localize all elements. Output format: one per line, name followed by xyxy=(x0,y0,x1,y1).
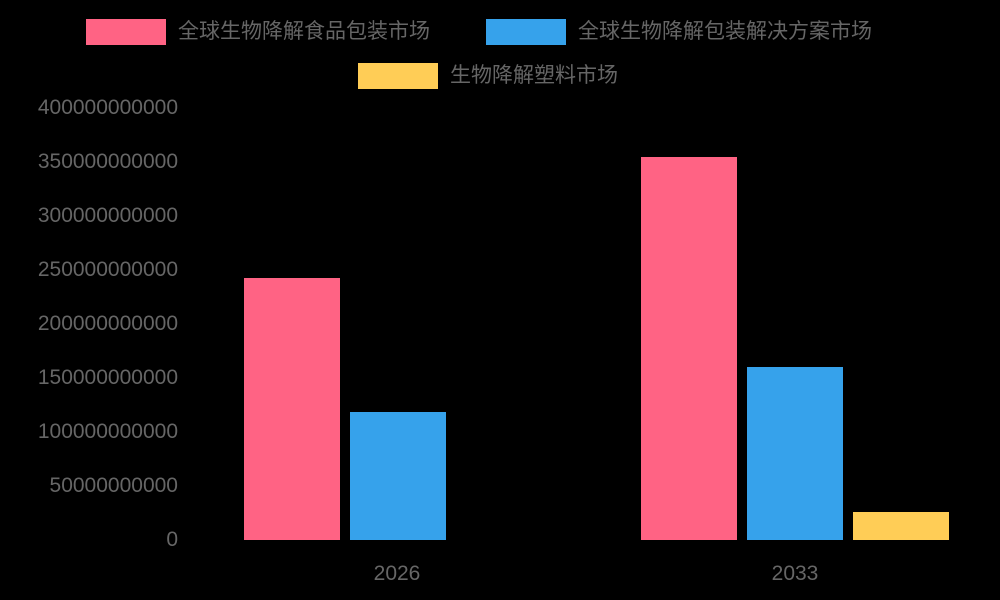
y-tick-label: 350000000000 xyxy=(37,150,178,173)
legend-swatch-yellow xyxy=(358,63,438,89)
legend-item-packaging-solutions[interactable]: 全球生物降解包装解决方案市场 xyxy=(486,19,872,45)
x-tick-label: 2033 xyxy=(771,562,819,585)
y-tick-label: 400000000000 xyxy=(37,96,178,119)
y-tick-label: 50000000000 xyxy=(49,474,178,497)
legend-swatch-blue xyxy=(486,19,566,45)
legend-label: 生物降解塑料市场 xyxy=(450,64,618,87)
x-tick-label: 2026 xyxy=(373,562,421,585)
legend-label: 全球生物降解包装解决方案市场 xyxy=(578,20,872,43)
legend-label: 全球生物降解食品包装市场 xyxy=(178,20,430,43)
y-tick-label: 250000000000 xyxy=(37,258,178,281)
bar-2033-series-2[interactable] xyxy=(853,512,949,540)
legend-item-plastics[interactable]: 生物降解塑料市场 xyxy=(358,63,618,89)
legend-swatch-pink xyxy=(86,19,166,45)
y-tick-label: 200000000000 xyxy=(37,312,178,335)
y-tick-label: 150000000000 xyxy=(37,366,178,389)
legend-item-food-packaging[interactable]: 全球生物降解食品包装市场 xyxy=(86,19,430,45)
y-tick-label: 300000000000 xyxy=(37,204,178,227)
bar-2026-series-0[interactable] xyxy=(244,278,340,540)
bar-2026-series-1[interactable] xyxy=(350,412,446,540)
bar-2033-series-1[interactable] xyxy=(747,367,843,540)
y-tick-label: 100000000000 xyxy=(37,420,178,443)
bar-2033-series-0[interactable] xyxy=(641,157,737,540)
y-tick-label: 0 xyxy=(166,528,178,551)
